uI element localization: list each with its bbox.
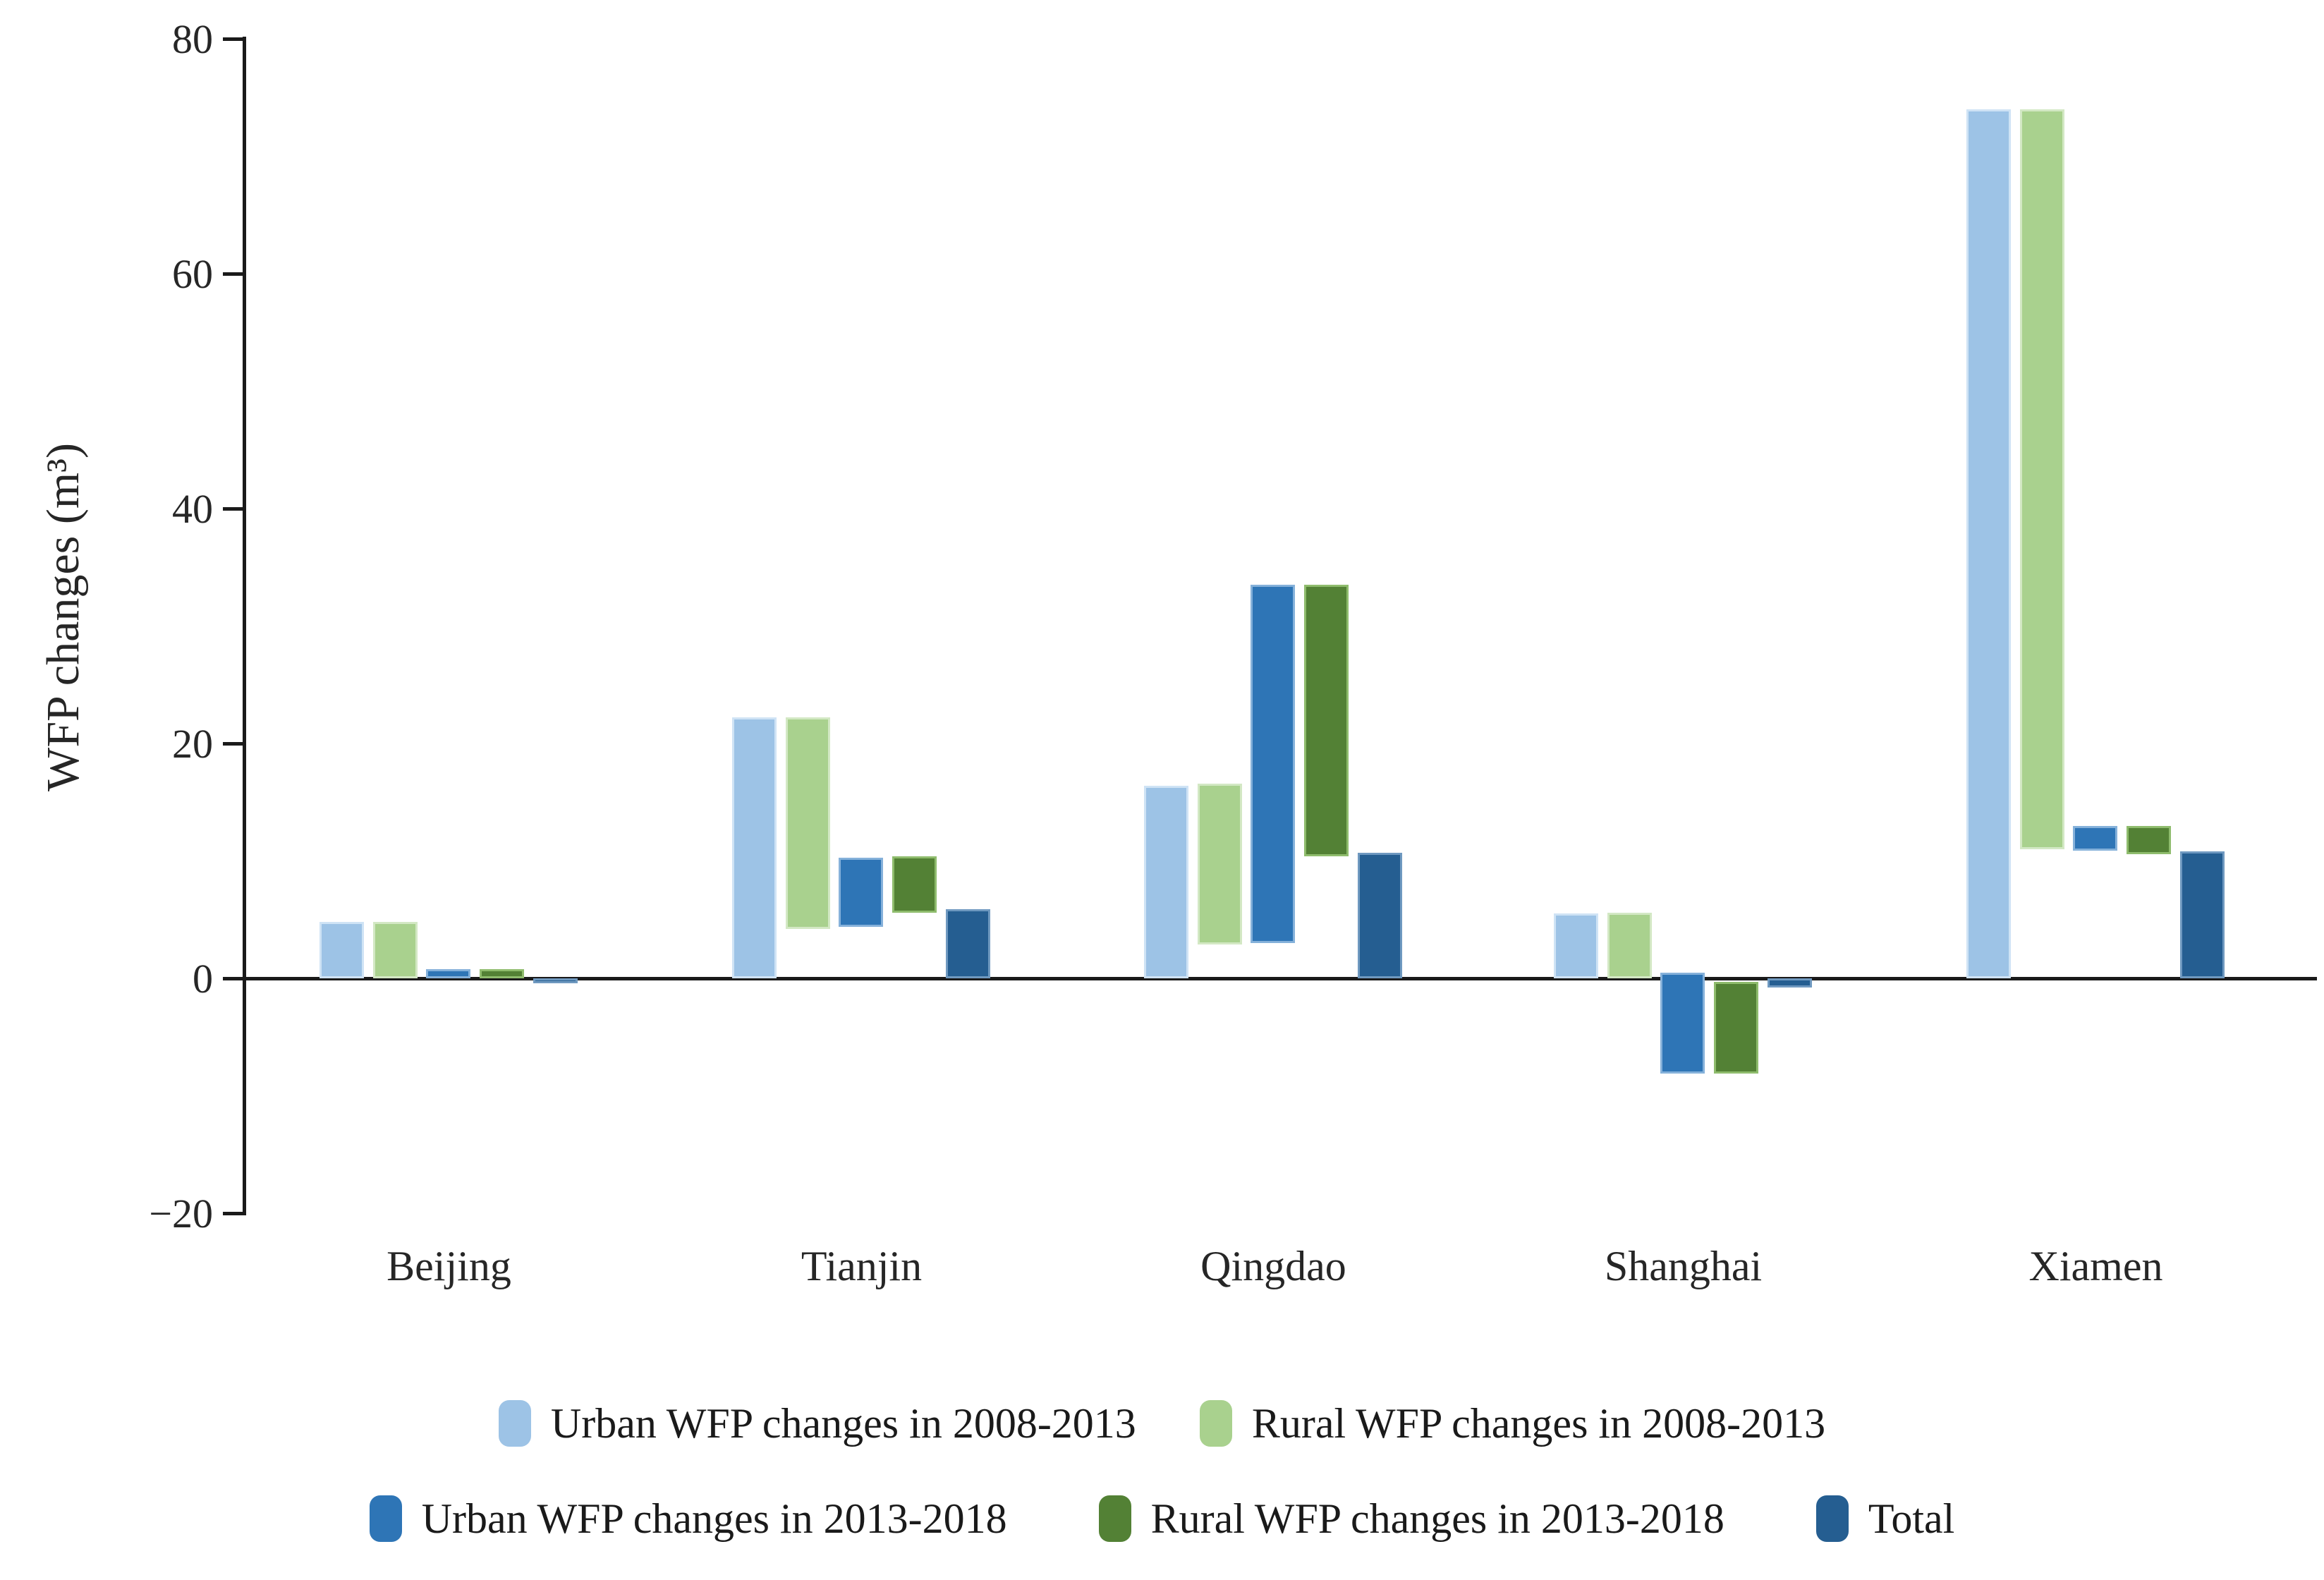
bar-total-xiamen: [2179, 851, 2225, 978]
bar-rural-wfp-changes-in-2008-2013-shanghai: [1607, 912, 1652, 978]
y-tick-mark--20: [223, 1212, 243, 1215]
y-tick-mark-40: [223, 507, 243, 511]
legend-label-rural-wfp-changes-in-2008-2013: Rural WFP changes in 2008-2013: [1251, 1400, 1826, 1447]
bar-rural-wfp-changes-in-2013-2018-xiamen: [2127, 825, 2172, 854]
legend-swatch-icon-urban-wfp-changes-in-2013-2018: [369, 1495, 402, 1542]
bar-urban-wfp-changes-in-2013-2018-xiamen: [2073, 825, 2118, 851]
legend-label-rural-wfp-changes-in-2013-2018: Rural WFP changes in 2013-2018: [1150, 1495, 1724, 1542]
bar-urban-wfp-changes-in-2013-2018-beijing: [426, 968, 471, 978]
bar-rural-wfp-changes-in-2013-2018-beijing: [480, 968, 525, 978]
legend-entry-urban-wfp-changes-in-2013-2018: Urban WFP changes in 2013-2018: [369, 1495, 1007, 1542]
y-tick-label--20: −20: [149, 1191, 213, 1236]
bar-urban-wfp-changes-in-2013-2018-qingdao: [1251, 585, 1296, 944]
y-tick-mark-0: [223, 977, 243, 980]
bar-total-shanghai: [1767, 978, 1812, 988]
x-axis-label-beijing: Beijing: [387, 1243, 511, 1289]
bar-total-tianjin: [945, 909, 990, 978]
legend-entry-rural-wfp-changes-in-2008-2013: Rural WFP changes in 2008-2013: [1199, 1400, 1826, 1447]
bar-rural-wfp-changes-in-2013-2018-shanghai: [1714, 981, 1759, 1074]
x-axis-label-tianjin: Tianjin: [801, 1243, 923, 1289]
legend-label-total: Total: [1868, 1495, 1955, 1542]
legend-swatch-icon-total: [1815, 1495, 1849, 1542]
x-axis-zero-line: [243, 977, 2317, 980]
y-tick-label-80: 80: [172, 16, 213, 62]
legend-row-2: Urban WFP changes in 2013-2018 Rural WFP …: [0, 1495, 2324, 1542]
legend-swatch-icon-rural-wfp-changes-in-2008-2013: [1199, 1400, 1232, 1447]
x-axis-label-shanghai: Shanghai: [1604, 1243, 1763, 1289]
x-axis-label-xiamen: Xiamen: [2028, 1243, 2163, 1289]
bar-urban-wfp-changes-in-2013-2018-shanghai: [1660, 972, 1705, 1074]
legend-label-urban-wfp-changes-in-2008-2013: Urban WFP changes in 2008-2013: [550, 1400, 1136, 1447]
bar-urban-wfp-changes-in-2013-2018-tianjin: [839, 857, 884, 927]
y-tick-mark-60: [223, 272, 243, 276]
legend-entry-total: Total: [1815, 1495, 1955, 1542]
legend-label-urban-wfp-changes-in-2013-2018: Urban WFP changes in 2013-2018: [421, 1495, 1007, 1542]
bar-rural-wfp-changes-in-2008-2013-beijing: [372, 922, 418, 978]
bar-total-beijing: [533, 978, 578, 983]
legend-entry-rural-wfp-changes-in-2013-2018: Rural WFP changes in 2013-2018: [1098, 1495, 1724, 1542]
bar-urban-wfp-changes-in-2008-2013-qingdao: [1144, 785, 1188, 978]
bar-rural-wfp-changes-in-2008-2013-qingdao: [1197, 783, 1242, 944]
y-tick-mark-80: [223, 37, 243, 41]
bar-rural-wfp-changes-in-2008-2013-xiamen: [2019, 109, 2064, 849]
bar-urban-wfp-changes-in-2008-2013-xiamen: [1966, 109, 2011, 978]
bar-total-qingdao: [1357, 852, 1402, 978]
y-tick-label-40: 40: [172, 486, 213, 532]
legend-row-1: Urban WFP changes in 2008-2013 Rural WFP …: [0, 1400, 2324, 1447]
bar-rural-wfp-changes-in-2013-2018-qingdao: [1304, 585, 1349, 856]
legend-swatch-icon-rural-wfp-changes-in-2013-2018: [1098, 1495, 1131, 1542]
y-tick-label-60: 60: [172, 251, 213, 297]
y-tick-label-20: 20: [172, 721, 213, 767]
bar-urban-wfp-changes-in-2008-2013-beijing: [320, 922, 364, 978]
y-tick-label-0: 0: [193, 956, 213, 1002]
legend-swatch-icon-urban-wfp-changes-in-2008-2013: [498, 1400, 531, 1447]
bar-rural-wfp-changes-in-2008-2013-tianjin: [785, 717, 830, 930]
bar-rural-wfp-changes-in-2013-2018-tianjin: [892, 856, 937, 913]
y-tick-mark-20: [223, 742, 243, 746]
bar-urban-wfp-changes-in-2008-2013-shanghai: [1554, 913, 1598, 978]
y-axis-line: [243, 37, 246, 1215]
legend-entry-urban-wfp-changes-in-2008-2013: Urban WFP changes in 2008-2013: [498, 1400, 1136, 1447]
bar-urban-wfp-changes-in-2008-2013-tianjin: [732, 717, 777, 978]
x-axis-label-qingdao: Qingdao: [1200, 1243, 1346, 1289]
